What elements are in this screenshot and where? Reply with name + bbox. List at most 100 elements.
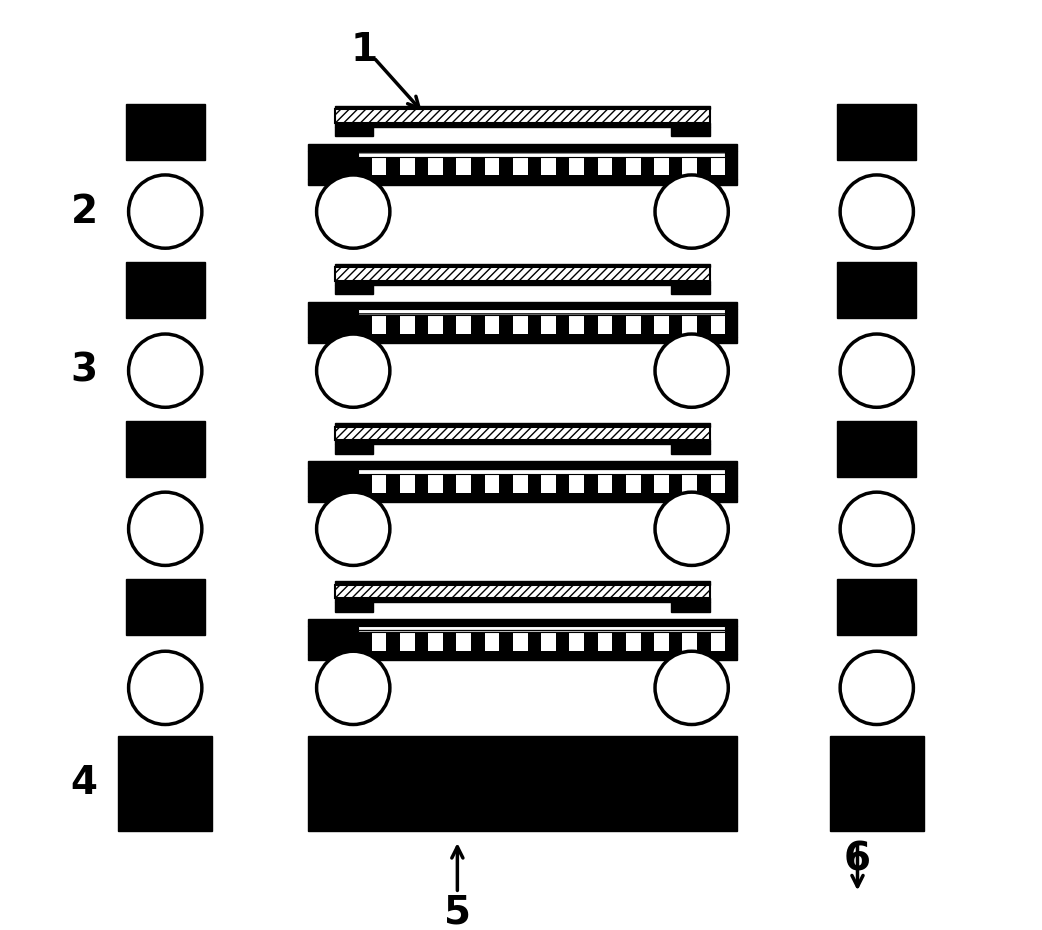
Bar <box>372 629 387 651</box>
Bar <box>654 629 669 651</box>
Bar <box>334 123 710 126</box>
Circle shape <box>840 651 914 724</box>
Bar <box>400 153 415 176</box>
Bar <box>513 471 527 493</box>
Bar <box>837 103 916 160</box>
Bar <box>485 629 499 651</box>
Bar <box>683 153 697 176</box>
Bar <box>683 471 697 493</box>
Bar <box>334 585 710 598</box>
Bar <box>654 312 669 334</box>
Bar <box>541 629 555 651</box>
Bar <box>126 103 205 160</box>
Circle shape <box>655 175 728 248</box>
Text: 6: 6 <box>844 841 871 879</box>
Circle shape <box>317 651 390 724</box>
Bar <box>569 312 585 334</box>
Bar <box>485 312 499 334</box>
Circle shape <box>655 492 728 565</box>
Bar <box>400 471 415 493</box>
Circle shape <box>128 175 202 248</box>
Bar <box>358 151 725 157</box>
Bar <box>334 110 710 123</box>
Bar <box>485 153 499 176</box>
Bar <box>334 440 710 444</box>
Bar <box>428 629 443 651</box>
Bar <box>308 626 737 654</box>
Bar <box>372 312 387 334</box>
Bar <box>334 268 710 281</box>
Bar <box>626 471 641 493</box>
Bar <box>513 153 527 176</box>
Bar <box>428 312 443 334</box>
Bar <box>541 312 555 334</box>
Bar <box>428 471 443 493</box>
Bar <box>400 312 415 334</box>
Bar <box>711 153 725 176</box>
Bar <box>334 581 710 585</box>
Circle shape <box>655 334 728 407</box>
Text: 4: 4 <box>71 764 98 803</box>
Bar <box>308 461 737 468</box>
Bar <box>358 468 725 474</box>
Bar <box>308 309 737 337</box>
Bar <box>569 153 585 176</box>
Bar <box>569 471 585 493</box>
Text: 3: 3 <box>71 352 98 390</box>
Bar <box>334 423 710 427</box>
Bar <box>308 179 737 184</box>
Bar <box>358 626 725 632</box>
Bar <box>541 471 555 493</box>
Bar <box>683 629 697 651</box>
Circle shape <box>128 651 202 724</box>
Bar <box>456 153 471 176</box>
Bar <box>372 471 387 493</box>
Bar <box>654 471 669 493</box>
Bar <box>334 281 710 285</box>
Bar <box>456 312 471 334</box>
Bar <box>711 312 725 334</box>
Bar <box>334 598 710 602</box>
Bar <box>711 629 725 651</box>
Bar <box>671 602 710 612</box>
Bar <box>598 312 613 334</box>
Bar <box>837 420 916 477</box>
Bar <box>334 105 710 110</box>
Bar <box>541 153 555 176</box>
Bar <box>334 263 710 268</box>
Text: 1: 1 <box>350 31 377 69</box>
Bar <box>829 736 924 830</box>
Bar <box>654 153 669 176</box>
Bar <box>513 312 527 334</box>
Bar <box>671 285 710 295</box>
Bar <box>308 144 737 151</box>
Bar <box>334 444 373 454</box>
Bar <box>671 444 710 454</box>
Bar <box>626 629 641 651</box>
Bar <box>308 619 737 626</box>
Bar <box>334 126 373 137</box>
Bar <box>126 420 205 477</box>
Circle shape <box>840 334 914 407</box>
Bar <box>308 468 737 496</box>
Bar <box>126 261 205 318</box>
Circle shape <box>317 492 390 565</box>
Bar <box>400 629 415 651</box>
Bar <box>837 578 916 635</box>
Circle shape <box>840 175 914 248</box>
Bar <box>308 496 737 502</box>
Bar <box>118 736 213 830</box>
Bar <box>308 302 737 309</box>
Bar <box>598 153 613 176</box>
Bar <box>308 151 737 179</box>
Circle shape <box>128 334 202 407</box>
Bar <box>428 153 443 176</box>
Circle shape <box>317 175 390 248</box>
Bar <box>308 337 737 342</box>
Bar <box>671 126 710 137</box>
Bar <box>308 654 737 660</box>
Bar <box>358 309 725 315</box>
Bar <box>598 471 613 493</box>
Text: 2: 2 <box>71 193 98 231</box>
Circle shape <box>840 492 914 565</box>
